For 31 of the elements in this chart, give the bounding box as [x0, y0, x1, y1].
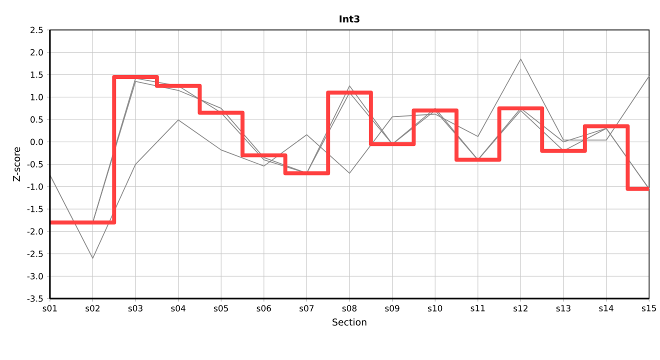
y-tick-label: -2.0	[27, 228, 43, 235]
x-tick-label: s02	[86, 305, 100, 312]
chart-title: Int3	[340, 16, 360, 23]
y-tick-label: -2.5	[27, 250, 43, 258]
y-tick-label: 2.0	[30, 49, 43, 56]
y-tick-label: -3.0	[27, 273, 43, 280]
y-tick-label: 0.5	[30, 116, 43, 123]
x-tick-label: s10	[428, 305, 442, 312]
y-tick-label: 2.5	[30, 27, 43, 34]
x-tick-label: s06	[256, 305, 271, 312]
x-tick-label: s13	[556, 305, 570, 312]
x-tick-label: s07	[300, 305, 314, 312]
x-tick-label: s14	[599, 305, 614, 312]
y-tick-label: -0.5	[27, 161, 43, 168]
x-tick-label: s08	[342, 305, 357, 312]
y-tick-label: 0.0	[30, 138, 43, 146]
x-tick-label: s15	[642, 305, 656, 312]
x-tick-label: s04	[171, 305, 186, 312]
y-tick-label: -1.0	[27, 184, 43, 190]
x-tick-label: s05	[214, 305, 228, 312]
x-tick-label: s09	[385, 305, 400, 312]
y-tick-label: -3.5	[27, 296, 43, 302]
x-tick-label: s12	[514, 305, 528, 312]
x-tick-label: s11	[470, 305, 485, 312]
x-axis-title: Section	[332, 318, 366, 326]
x-tick-label: s01	[42, 305, 57, 312]
y-axis-title: Z-score	[13, 147, 20, 182]
y-tick-label: 1.0	[30, 94, 43, 101]
y-tick-label: 1.5	[30, 72, 43, 78]
y-tick-label: -1.5	[27, 206, 43, 212]
x-tick-label: s03	[128, 305, 142, 312]
